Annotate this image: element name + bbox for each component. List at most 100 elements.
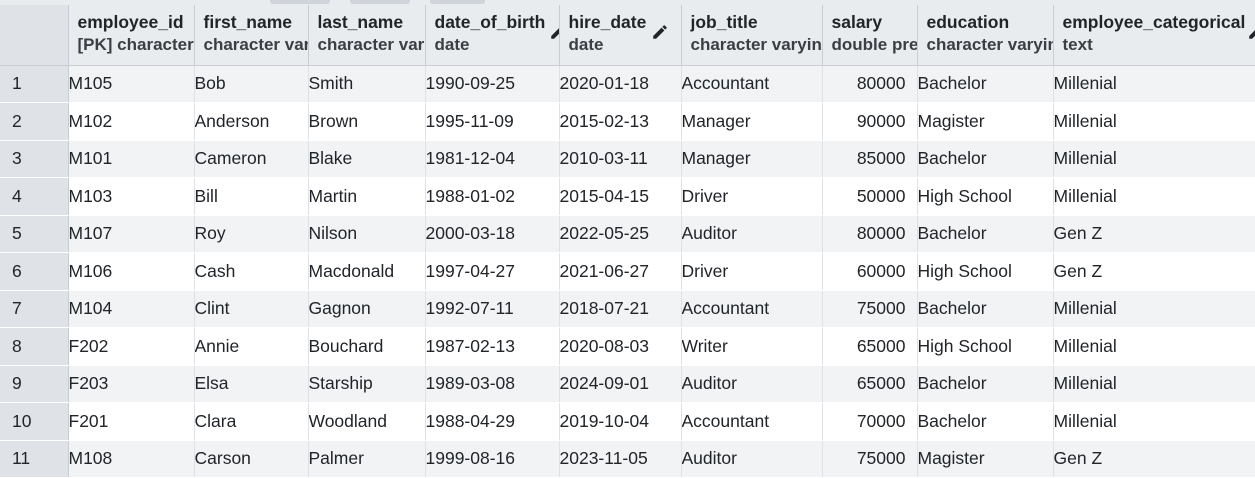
cell-job-title[interactable]: Auditor (681, 365, 823, 403)
row-number[interactable]: 9 (0, 365, 69, 403)
cell-employee-id[interactable]: M102 (68, 102, 195, 141)
cell-hire-date[interactable]: 2022-05-25 (559, 215, 682, 253)
cell-job-title[interactable]: Accountant (681, 290, 823, 328)
cell-employee-categorical[interactable]: Millenial (1053, 290, 1255, 328)
cell-employee-id[interactable]: M105 (68, 65, 195, 103)
table-row[interactable]: 7 M104 Clint Gagnon 1992-07-11 2018-07-21 Acco… (0, 290, 1255, 328)
edit-pencil-icon[interactable] (1247, 23, 1255, 41)
cell-salary[interactable]: 75000 (822, 440, 918, 478)
table-row[interactable]: 10 F201 Clara Woodland 1988-04-29 2019-10-04 A… (0, 402, 1255, 441)
cell-education[interactable]: Magister (917, 440, 1054, 478)
table-row[interactable]: 3 M101 Cameron Blake 1981-12-04 2010-03-11 Man… (0, 140, 1255, 178)
cell-job-title[interactable]: Auditor (681, 215, 823, 253)
cell-hire-date[interactable]: 2018-07-21 (559, 290, 682, 328)
cell-last-name[interactable]: Bouchard (308, 327, 426, 366)
cell-first-name[interactable]: Clint (194, 290, 309, 328)
cell-date-of-birth[interactable]: 1988-04-29 (425, 402, 560, 441)
cell-salary[interactable]: 75000 (822, 290, 918, 328)
cell-employee-id[interactable]: F203 (68, 365, 195, 403)
cell-employee-categorical[interactable]: Gen Z (1053, 252, 1255, 291)
cell-salary[interactable]: 90000 (822, 102, 918, 141)
cell-date-of-birth[interactable]: 1988-01-02 (425, 177, 560, 216)
edit-pencil-icon[interactable] (651, 23, 669, 41)
table-row[interactable]: 9 F203 Elsa Starship 1989-03-08 2024-09-01 Aud… (0, 365, 1255, 403)
cell-job-title[interactable]: Driver (681, 252, 823, 291)
cell-date-of-birth[interactable]: 1995-11-09 (425, 102, 560, 141)
column-header-salary[interactable]: salary double pre (822, 5, 918, 66)
cell-education[interactable]: Bachelor (917, 215, 1054, 253)
cell-first-name[interactable]: Cash (194, 252, 309, 291)
edit-pencil-icon[interactable] (549, 23, 560, 41)
cell-hire-date[interactable]: 2019-10-04 (559, 402, 682, 441)
cell-date-of-birth[interactable]: 2000-03-18 (425, 215, 560, 253)
column-header-first-name[interactable]: first_name character var (194, 5, 309, 66)
table-row[interactable]: 4 M103 Bill Martin 1988-01-02 2015-04-15 Drive… (0, 177, 1255, 216)
cell-education[interactable]: Magister (917, 102, 1054, 141)
cell-employee-categorical[interactable]: Millenial (1053, 102, 1255, 141)
cell-salary[interactable]: 80000 (822, 215, 918, 253)
cell-salary[interactable]: 65000 (822, 365, 918, 403)
cell-employee-categorical[interactable]: Gen Z (1053, 215, 1255, 253)
table-row[interactable]: 8 F202 Annie Bouchard 1987-02-13 2020-08-03 Wr… (0, 327, 1255, 366)
cell-hire-date[interactable]: 2010-03-11 (559, 140, 682, 178)
cell-last-name[interactable]: Gagnon (308, 290, 426, 328)
cell-employee-id[interactable]: M107 (68, 215, 195, 253)
row-number[interactable]: 4 (0, 177, 69, 216)
cell-education[interactable]: Bachelor (917, 140, 1054, 178)
cell-salary[interactable]: 50000 (822, 177, 918, 216)
cell-education[interactable]: High School (917, 327, 1054, 366)
table-row[interactable]: 5 M107 Roy Nilson 2000-03-18 2022-05-25 Audito… (0, 215, 1255, 253)
cell-first-name[interactable]: Roy (194, 215, 309, 253)
column-header-employee-categorical[interactable]: employee_categorical text (1053, 5, 1255, 66)
cell-education[interactable]: High School (917, 177, 1054, 216)
column-header-employee-id[interactable]: employee_id [PK] character (68, 5, 195, 66)
cell-salary[interactable]: 65000 (822, 327, 918, 366)
row-number[interactable]: 7 (0, 290, 69, 328)
cell-last-name[interactable]: Nilson (308, 215, 426, 253)
row-number[interactable]: 8 (0, 327, 69, 366)
cell-date-of-birth[interactable]: 1990-09-25 (425, 65, 560, 103)
cell-job-title[interactable]: Writer (681, 327, 823, 366)
cell-job-title[interactable]: Driver (681, 177, 823, 216)
cell-first-name[interactable]: Elsa (194, 365, 309, 403)
table-row[interactable]: 2 M102 Anderson Brown 1995-11-09 2015-02-13 Ma… (0, 102, 1255, 141)
cell-education[interactable]: Bachelor (917, 290, 1054, 328)
table-row[interactable]: 6 M106 Cash Macdonald 1997-04-27 2021-06-27 Dr… (0, 252, 1255, 291)
cell-first-name[interactable]: Bob (194, 65, 309, 103)
row-number[interactable]: 6 (0, 252, 69, 291)
cell-hire-date[interactable]: 2024-09-01 (559, 365, 682, 403)
cell-employee-categorical[interactable]: Gen Z (1053, 440, 1255, 478)
cell-first-name[interactable]: Cameron (194, 140, 309, 178)
cell-employee-id[interactable]: M108 (68, 440, 195, 478)
cell-hire-date[interactable]: 2023-11-05 (559, 440, 682, 478)
cell-date-of-birth[interactable]: 1999-08-16 (425, 440, 560, 478)
cell-job-title[interactable]: Accountant (681, 402, 823, 441)
cell-date-of-birth[interactable]: 1997-04-27 (425, 252, 560, 291)
row-number[interactable]: 2 (0, 102, 69, 141)
cell-last-name[interactable]: Smith (308, 65, 426, 103)
cell-last-name[interactable]: Brown (308, 102, 426, 141)
cell-date-of-birth[interactable]: 1981-12-04 (425, 140, 560, 178)
cell-employee-categorical[interactable]: Millenial (1053, 140, 1255, 178)
cell-first-name[interactable]: Bill (194, 177, 309, 216)
cell-last-name[interactable]: Palmer (308, 440, 426, 478)
cell-salary[interactable]: 70000 (822, 402, 918, 441)
cell-employee-id[interactable]: F202 (68, 327, 195, 366)
cell-education[interactable]: Bachelor (917, 402, 1054, 441)
cell-hire-date[interactable]: 2021-06-27 (559, 252, 682, 291)
cell-job-title[interactable]: Manager (681, 102, 823, 141)
cell-employee-id[interactable]: M101 (68, 140, 195, 178)
cell-last-name[interactable]: Woodland (308, 402, 426, 441)
cell-first-name[interactable]: Anderson (194, 102, 309, 141)
cell-first-name[interactable]: Clara (194, 402, 309, 441)
cell-last-name[interactable]: Martin (308, 177, 426, 216)
cell-date-of-birth[interactable]: 1992-07-11 (425, 290, 560, 328)
select-all-corner[interactable] (0, 5, 69, 66)
cell-employee-id[interactable]: M104 (68, 290, 195, 328)
cell-employee-categorical[interactable]: Millenial (1053, 327, 1255, 366)
cell-date-of-birth[interactable]: 1989-03-08 (425, 365, 560, 403)
cell-employee-id[interactable]: M103 (68, 177, 195, 216)
cell-employee-categorical[interactable]: Millenial (1053, 177, 1255, 216)
table-row[interactable]: 11 M108 Carson Palmer 1999-08-16 2023-11-05 Au… (0, 440, 1255, 478)
cell-education[interactable]: Bachelor (917, 65, 1054, 103)
